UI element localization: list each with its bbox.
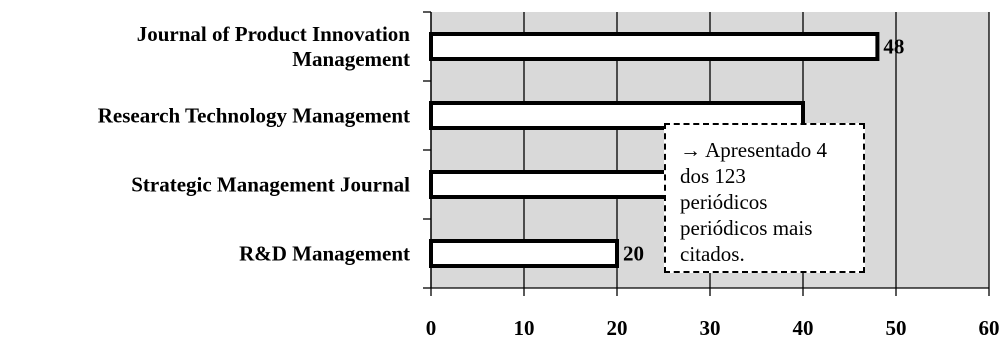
data-label: 20 bbox=[623, 242, 644, 266]
x-tick-label: 60 bbox=[979, 316, 1000, 340]
category-label: Strategic Management Journal bbox=[131, 173, 410, 197]
data-label: 48 bbox=[883, 35, 904, 59]
bars bbox=[429, 32, 880, 268]
category-label: Management bbox=[292, 47, 410, 71]
x-tick-label: 40 bbox=[793, 316, 814, 340]
annotation-box: → Apresentado 4 dos 123 periódicos perió… bbox=[664, 123, 865, 273]
bar bbox=[429, 32, 880, 61]
labels: 0 10 20 30 40 50 60 Journal of Product Innovati… bbox=[98, 22, 1000, 340]
annotation-line: periódicos mais bbox=[680, 216, 813, 240]
x-tick-label: 20 bbox=[607, 316, 628, 340]
annotation-line: periódicos bbox=[680, 190, 768, 214]
annotation-line: dos 123 bbox=[680, 164, 746, 188]
x-tick-label: 0 bbox=[426, 316, 437, 340]
category-label: R&D Management bbox=[239, 242, 410, 266]
category-label: Research Technology Management bbox=[98, 104, 410, 128]
bar bbox=[429, 239, 619, 268]
category-label: Journal of Product Innovation bbox=[137, 22, 411, 46]
annotation-line: → Apresentado 4 bbox=[680, 138, 827, 162]
x-tick-label: 10 bbox=[514, 316, 535, 340]
x-tick-label: 50 bbox=[886, 316, 907, 340]
x-tick-label: 30 bbox=[700, 316, 721, 340]
annotation-line: citados. bbox=[680, 242, 745, 266]
